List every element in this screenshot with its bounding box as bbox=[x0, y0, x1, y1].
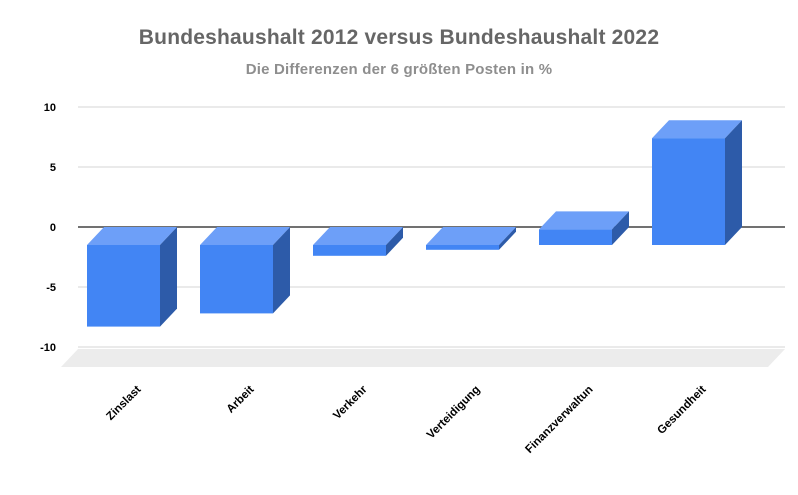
bar-column-gesundheit bbox=[652, 120, 742, 245]
bar-top-face bbox=[426, 227, 516, 245]
bar-front-face bbox=[539, 229, 612, 245]
bar-front-face bbox=[426, 245, 499, 250]
x-axis-category-label: Gesundheit bbox=[655, 384, 708, 437]
bar-column-verkehr bbox=[313, 227, 403, 256]
bar-top-face bbox=[87, 227, 177, 245]
x-axis-category-label: Finanzverwaltun bbox=[523, 384, 595, 456]
bar-column-verteidigung bbox=[426, 227, 516, 250]
x-axis-category-label: Zinslast bbox=[104, 384, 143, 423]
bar-column-arbeit bbox=[200, 227, 290, 314]
y-axis-tick-label: 5 bbox=[50, 162, 56, 174]
bar-top-face bbox=[652, 120, 742, 139]
x-axis-category-label: Arbeit bbox=[225, 384, 257, 416]
chart-title: Bundeshaushalt 2012 versus Bundeshaushal… bbox=[138, 26, 660, 49]
chart-floor bbox=[61, 349, 785, 367]
y-axis-tick-label: -5 bbox=[46, 282, 56, 294]
bar-front-face bbox=[200, 245, 273, 314]
bar-front-face bbox=[652, 138, 725, 245]
bar-top-face bbox=[539, 211, 629, 230]
x-axis-category-label: Verteidigung bbox=[425, 384, 483, 442]
bar-top-face bbox=[200, 227, 290, 245]
bar-side-face bbox=[273, 227, 290, 314]
y-axis-tick-label: 0 bbox=[50, 222, 56, 234]
bar-top-face bbox=[313, 227, 403, 245]
bar-side-face bbox=[386, 227, 403, 256]
bar-side-face bbox=[725, 120, 742, 245]
bar-front-face bbox=[87, 245, 160, 327]
bar-side-face bbox=[160, 227, 177, 327]
bar-column-finanzverwaltun bbox=[539, 211, 629, 245]
y-axis-tick-label: 10 bbox=[44, 102, 56, 114]
chart-subtitle: Die Differenzen der 6 größten Posten in … bbox=[245, 61, 553, 78]
bar-front-face bbox=[313, 245, 386, 256]
bar-column-zinslast bbox=[87, 227, 177, 327]
bar-side-face bbox=[612, 211, 629, 245]
y-axis-tick-label: -10 bbox=[40, 342, 56, 354]
bar-side-face bbox=[499, 227, 516, 250]
x-axis-category-label: Verkehr bbox=[331, 383, 370, 422]
